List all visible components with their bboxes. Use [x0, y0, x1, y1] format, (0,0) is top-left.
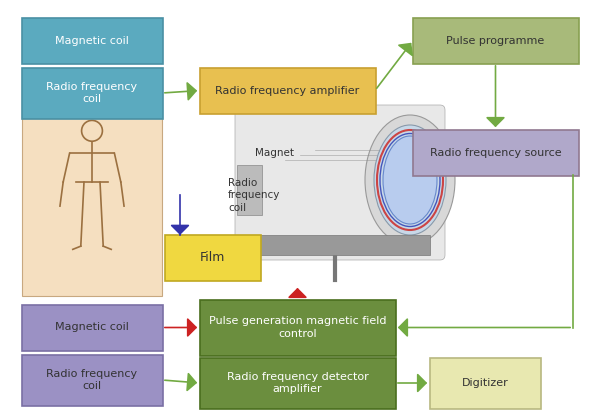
FancyBboxPatch shape [235, 105, 445, 260]
FancyBboxPatch shape [22, 304, 163, 351]
Ellipse shape [365, 115, 455, 245]
Text: Film: Film [200, 251, 225, 264]
FancyBboxPatch shape [237, 165, 262, 215]
Ellipse shape [374, 125, 446, 235]
FancyBboxPatch shape [413, 18, 578, 64]
FancyBboxPatch shape [430, 357, 541, 408]
FancyBboxPatch shape [22, 118, 162, 296]
FancyBboxPatch shape [199, 300, 395, 355]
FancyBboxPatch shape [413, 130, 578, 176]
FancyBboxPatch shape [245, 235, 430, 255]
FancyBboxPatch shape [164, 234, 260, 280]
Text: Magnetic coil: Magnetic coil [55, 36, 129, 46]
Text: Magnetic coil: Magnetic coil [55, 323, 129, 332]
Text: Radio frequency
coil: Radio frequency coil [46, 82, 137, 104]
FancyBboxPatch shape [22, 18, 163, 64]
Ellipse shape [383, 136, 437, 224]
Text: Magnet: Magnet [255, 148, 294, 158]
FancyBboxPatch shape [199, 357, 395, 408]
Text: Digitizer: Digitizer [461, 378, 508, 388]
Text: Radio frequency
coil: Radio frequency coil [46, 369, 137, 391]
Text: Pulse generation magnetic field
control: Pulse generation magnetic field control [209, 316, 386, 339]
Text: Radio frequency amplifier: Radio frequency amplifier [215, 86, 359, 95]
FancyBboxPatch shape [22, 67, 163, 118]
Text: Pulse programme: Pulse programme [446, 36, 545, 46]
Text: Radio frequency source: Radio frequency source [430, 148, 562, 158]
Text: Radio frequency detector
amplifier: Radio frequency detector amplifier [227, 372, 368, 394]
Text: Radio
frequency
coil: Radio frequency coil [228, 178, 280, 213]
FancyBboxPatch shape [22, 354, 163, 405]
FancyBboxPatch shape [199, 67, 376, 114]
